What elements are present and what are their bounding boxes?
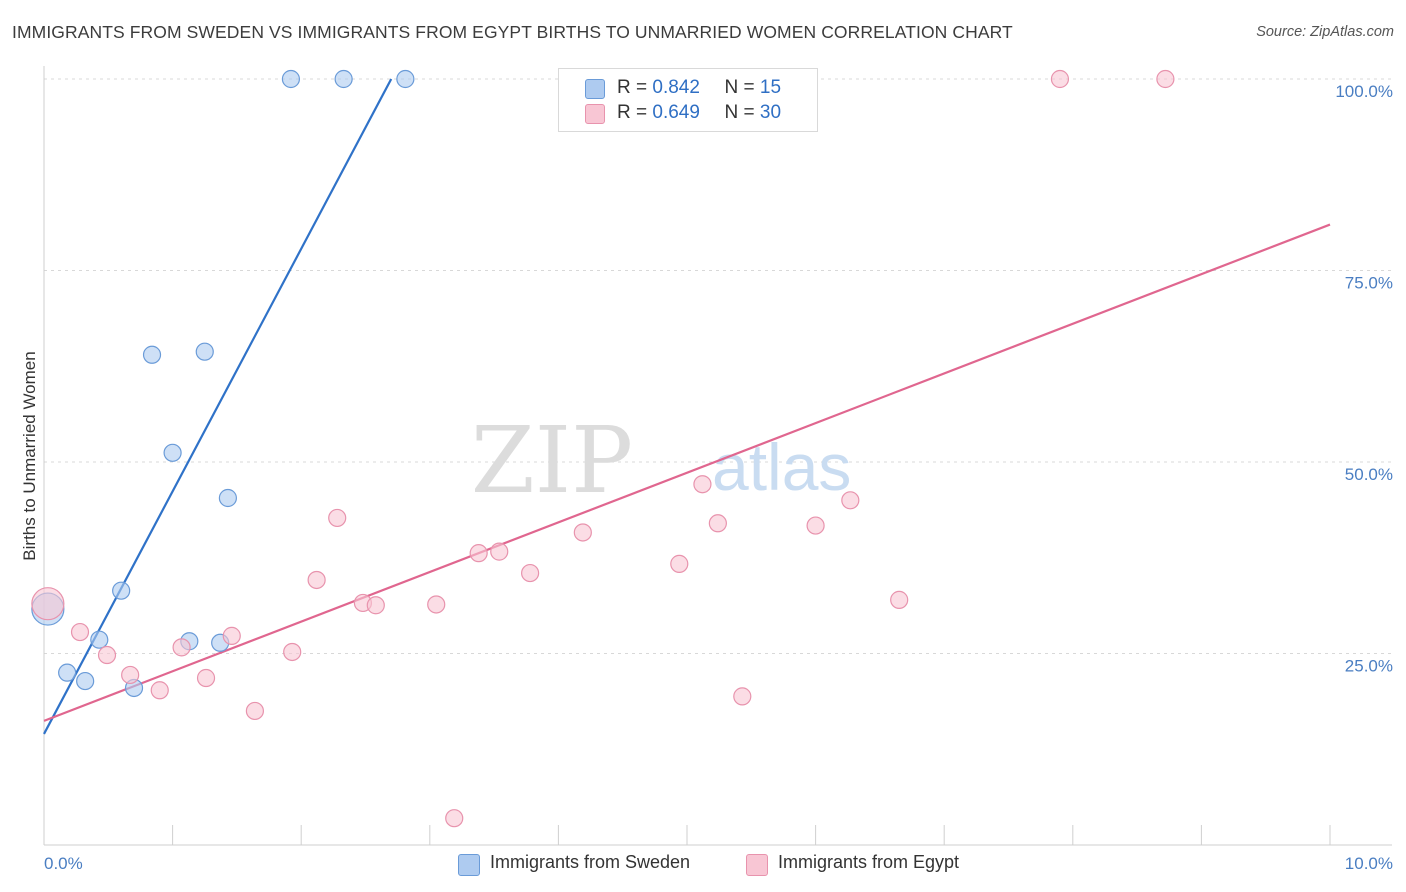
egypt-point — [307, 570, 326, 590]
sweden-point — [58, 663, 77, 682]
n-label: N = — [724, 102, 755, 123]
egypt-point — [469, 544, 488, 563]
sweden-point — [334, 69, 353, 89]
egypt-point — [97, 645, 117, 665]
egypt-point — [222, 626, 241, 645]
egypt-point — [150, 681, 169, 700]
gridlines — [44, 78, 1392, 654]
sweden-legend-label: Immigrants from Sweden — [490, 852, 691, 872]
y-tick-label: 75.0% — [1345, 274, 1393, 293]
egypt-r-value: 0.649 — [652, 102, 700, 123]
sweden-point — [281, 69, 301, 89]
data-points — [31, 69, 1175, 828]
egypt-point — [427, 595, 446, 614]
egypt-point — [733, 687, 752, 706]
r-label: R = — [617, 77, 648, 98]
egypt-point — [172, 638, 191, 657]
trend-lines — [43, 78, 1331, 735]
egypt-legend-label: Immigrants from Egypt — [778, 852, 960, 872]
source-label: Source: ZipAtlas.com — [1256, 24, 1394, 40]
sweden-point — [218, 488, 237, 508]
egypt-point — [245, 701, 265, 721]
egypt-point — [196, 668, 216, 688]
y-tick-label: 100.0% — [1335, 82, 1393, 101]
watermark-atlas: atlas — [712, 430, 851, 504]
y-tick-label: 50.0% — [1345, 465, 1393, 484]
egypt-trend-line — [43, 223, 1331, 722]
sweden-swatch — [585, 79, 605, 99]
axes — [43, 66, 1392, 846]
sweden-legend-swatch — [458, 854, 480, 876]
sweden-point — [195, 342, 214, 361]
watermark-zip: ZIP — [471, 407, 633, 514]
sweden-r-value: 0.842 — [652, 77, 700, 98]
sweden-trend-line — [43, 78, 393, 735]
r-label: R = — [617, 102, 648, 123]
x-tick-label: 0.0% — [44, 854, 83, 873]
sweden-point — [90, 630, 109, 649]
egypt-point — [890, 590, 909, 609]
sweden-point — [76, 671, 95, 691]
egypt-point — [445, 809, 464, 828]
egypt-point — [328, 508, 347, 528]
n-label: N = — [724, 77, 755, 98]
egypt-point — [573, 523, 592, 542]
tick-labels: 25.0% 50.0% 75.0% 100.0% 0.0% 10.0% — [44, 82, 1393, 873]
egypt-point — [670, 554, 689, 573]
egypt-point — [283, 642, 302, 662]
sweden-point — [112, 581, 131, 600]
egypt-point — [366, 596, 385, 615]
sweden-point — [163, 443, 182, 462]
egypt-point — [490, 542, 509, 561]
egypt-point — [121, 665, 140, 685]
y-tick-label: 25.0% — [1345, 657, 1393, 676]
chart-title: IMMIGRANTS FROM SWEDEN VS IMMIGRANTS FRO… — [12, 22, 1013, 42]
sweden-n-value: 15 — [759, 77, 782, 98]
egypt-swatch — [585, 104, 605, 124]
egypt-point — [521, 563, 540, 583]
egypt-n-value: 30 — [759, 102, 782, 123]
egypt-point — [708, 514, 727, 533]
watermark: ZIP atlas — [471, 407, 852, 514]
egypt-point — [841, 491, 860, 510]
sweden-point — [396, 69, 415, 89]
sweden-point — [142, 345, 162, 364]
egypt-point — [693, 475, 712, 494]
egypt-point — [1156, 69, 1175, 89]
egypt-legend-swatch — [746, 854, 768, 876]
stats-legend: R = 0.842 N = 15 R = 0.649 N = 30 — [558, 68, 818, 132]
x-tick-label: 10.0% — [1345, 854, 1393, 873]
egypt-point — [70, 622, 90, 642]
egypt-point — [31, 587, 65, 621]
egypt-point — [1050, 69, 1070, 89]
egypt-point — [806, 516, 825, 535]
